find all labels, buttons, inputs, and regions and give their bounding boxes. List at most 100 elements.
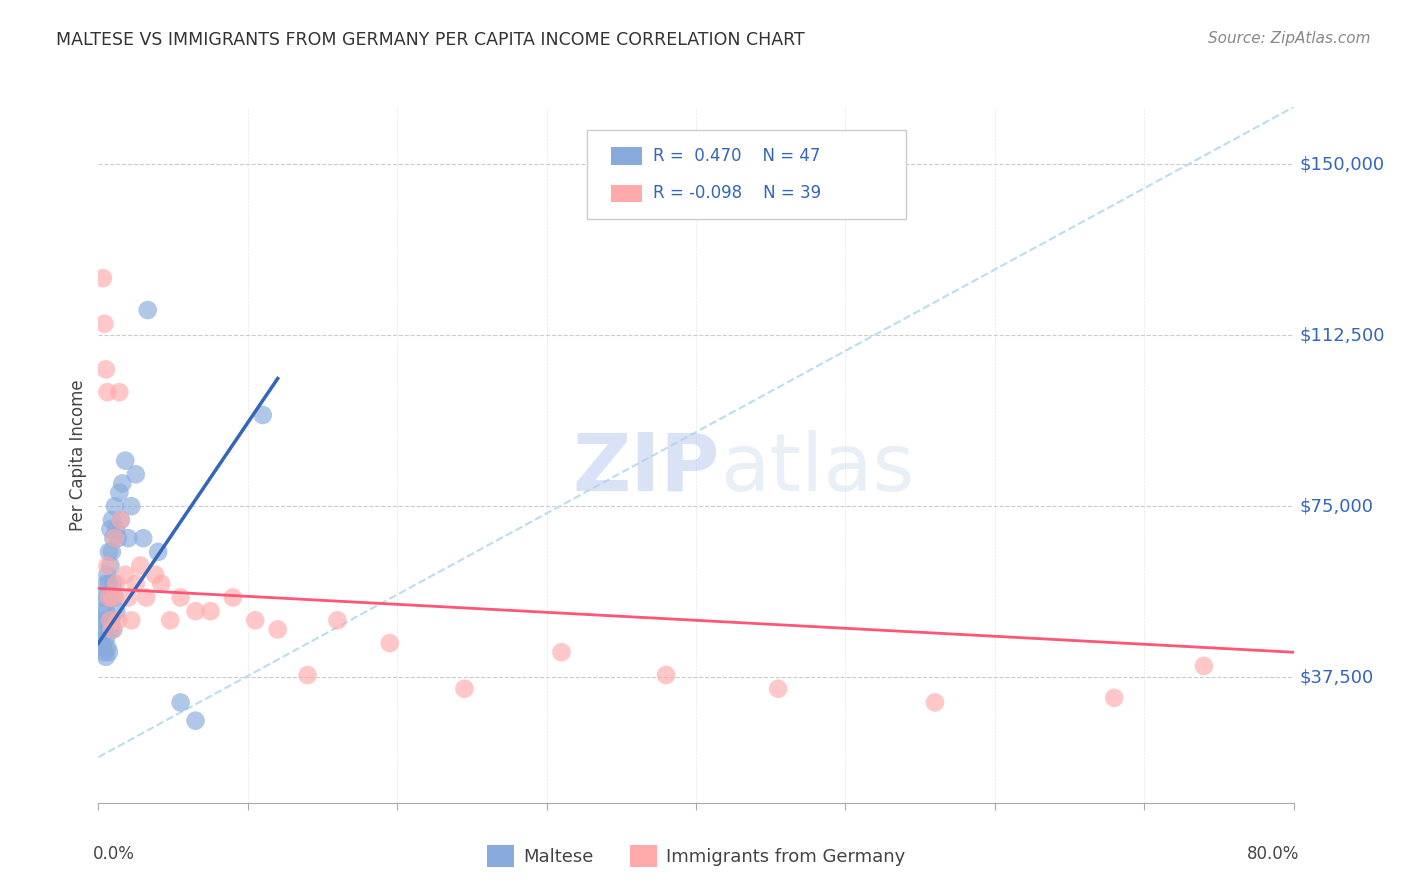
Point [96, 558, 118, 573]
Point [94, 362, 117, 376]
Point [96, 567, 118, 582]
Point [114, 453, 136, 467]
Point [94, 604, 117, 618]
Point [378, 636, 401, 650]
Point [143, 567, 166, 582]
Point [96, 591, 118, 605]
Point [1104, 690, 1126, 705]
Point [94, 632, 117, 646]
Point [200, 604, 222, 618]
Text: $75,000: $75,000 [1299, 497, 1374, 516]
Point [326, 613, 349, 627]
Point [550, 645, 572, 659]
Point [96, 385, 118, 400]
Point [129, 558, 152, 573]
Point [252, 408, 274, 422]
Point [101, 513, 124, 527]
Point [103, 576, 125, 591]
Text: 0.0%: 0.0% [93, 845, 135, 863]
Point [105, 604, 128, 618]
Y-axis label: Per Capita Income: Per Capita Income [69, 379, 87, 531]
Point [91, 271, 114, 285]
Text: $112,500: $112,500 [1299, 326, 1385, 344]
Point [120, 613, 142, 627]
Point [117, 531, 139, 545]
Point [107, 613, 129, 627]
Point [1192, 659, 1215, 673]
Point [101, 613, 124, 627]
Point [169, 695, 191, 709]
Point [108, 485, 131, 500]
Text: $150,000: $150,000 [1299, 155, 1385, 173]
Point [97, 645, 120, 659]
Point [245, 613, 267, 627]
Point [453, 681, 475, 696]
Point [766, 681, 789, 696]
Point [97, 623, 120, 637]
Point [184, 714, 207, 728]
Point [91, 627, 114, 641]
Point [98, 613, 122, 627]
Point [96, 640, 118, 655]
Point [135, 591, 157, 605]
Point [104, 591, 127, 605]
Point [114, 567, 136, 582]
Point [93, 623, 115, 637]
Legend: Maltese, Immigrants from Germany: Maltese, Immigrants from Germany [479, 838, 912, 874]
Point [297, 668, 319, 682]
Point [96, 613, 118, 627]
Point [91, 640, 114, 655]
Point [110, 513, 132, 527]
Text: R = -0.098    N = 39: R = -0.098 N = 39 [654, 185, 821, 202]
Point [159, 613, 181, 627]
Point [98, 558, 122, 573]
Point [150, 576, 173, 591]
Point [184, 604, 207, 618]
Text: atlas: atlas [720, 430, 914, 508]
Point [93, 317, 115, 331]
Point [222, 591, 245, 605]
Point [111, 476, 134, 491]
Point [108, 385, 131, 400]
Point [132, 531, 155, 545]
Text: Source: ZipAtlas.com: Source: ZipAtlas.com [1208, 31, 1371, 46]
Point [924, 695, 946, 709]
Point [169, 591, 191, 605]
Text: R =  0.470    N = 47: R = 0.470 N = 47 [654, 147, 821, 165]
Point [101, 545, 124, 559]
Point [107, 531, 129, 545]
Point [117, 591, 139, 605]
Point [103, 623, 125, 637]
Point [97, 576, 120, 591]
Point [125, 576, 148, 591]
Point [110, 513, 132, 527]
Point [105, 522, 128, 536]
Point [148, 545, 170, 559]
Point [98, 522, 122, 536]
Point [94, 576, 117, 591]
Point [94, 649, 117, 664]
Point [97, 591, 120, 605]
Point [125, 467, 148, 482]
Point [105, 576, 128, 591]
Point [90, 636, 112, 650]
Point [98, 623, 122, 637]
Point [104, 500, 127, 514]
Point [97, 545, 120, 559]
Point [120, 500, 142, 514]
Text: $37,500: $37,500 [1299, 668, 1374, 686]
Point [103, 591, 125, 605]
Point [93, 591, 115, 605]
Point [101, 623, 124, 637]
Point [267, 623, 290, 637]
Text: MALTESE VS IMMIGRANTS FROM GERMANY PER CAPITA INCOME CORRELATION CHART: MALTESE VS IMMIGRANTS FROM GERMANY PER C… [56, 31, 806, 49]
Point [103, 531, 125, 545]
Point [93, 645, 115, 659]
Point [91, 604, 114, 618]
Point [136, 303, 159, 318]
Text: ZIP: ZIP [572, 430, 720, 508]
Text: 80.0%: 80.0% [1247, 845, 1299, 863]
Point [104, 531, 127, 545]
Point [90, 613, 112, 627]
Point [655, 668, 678, 682]
